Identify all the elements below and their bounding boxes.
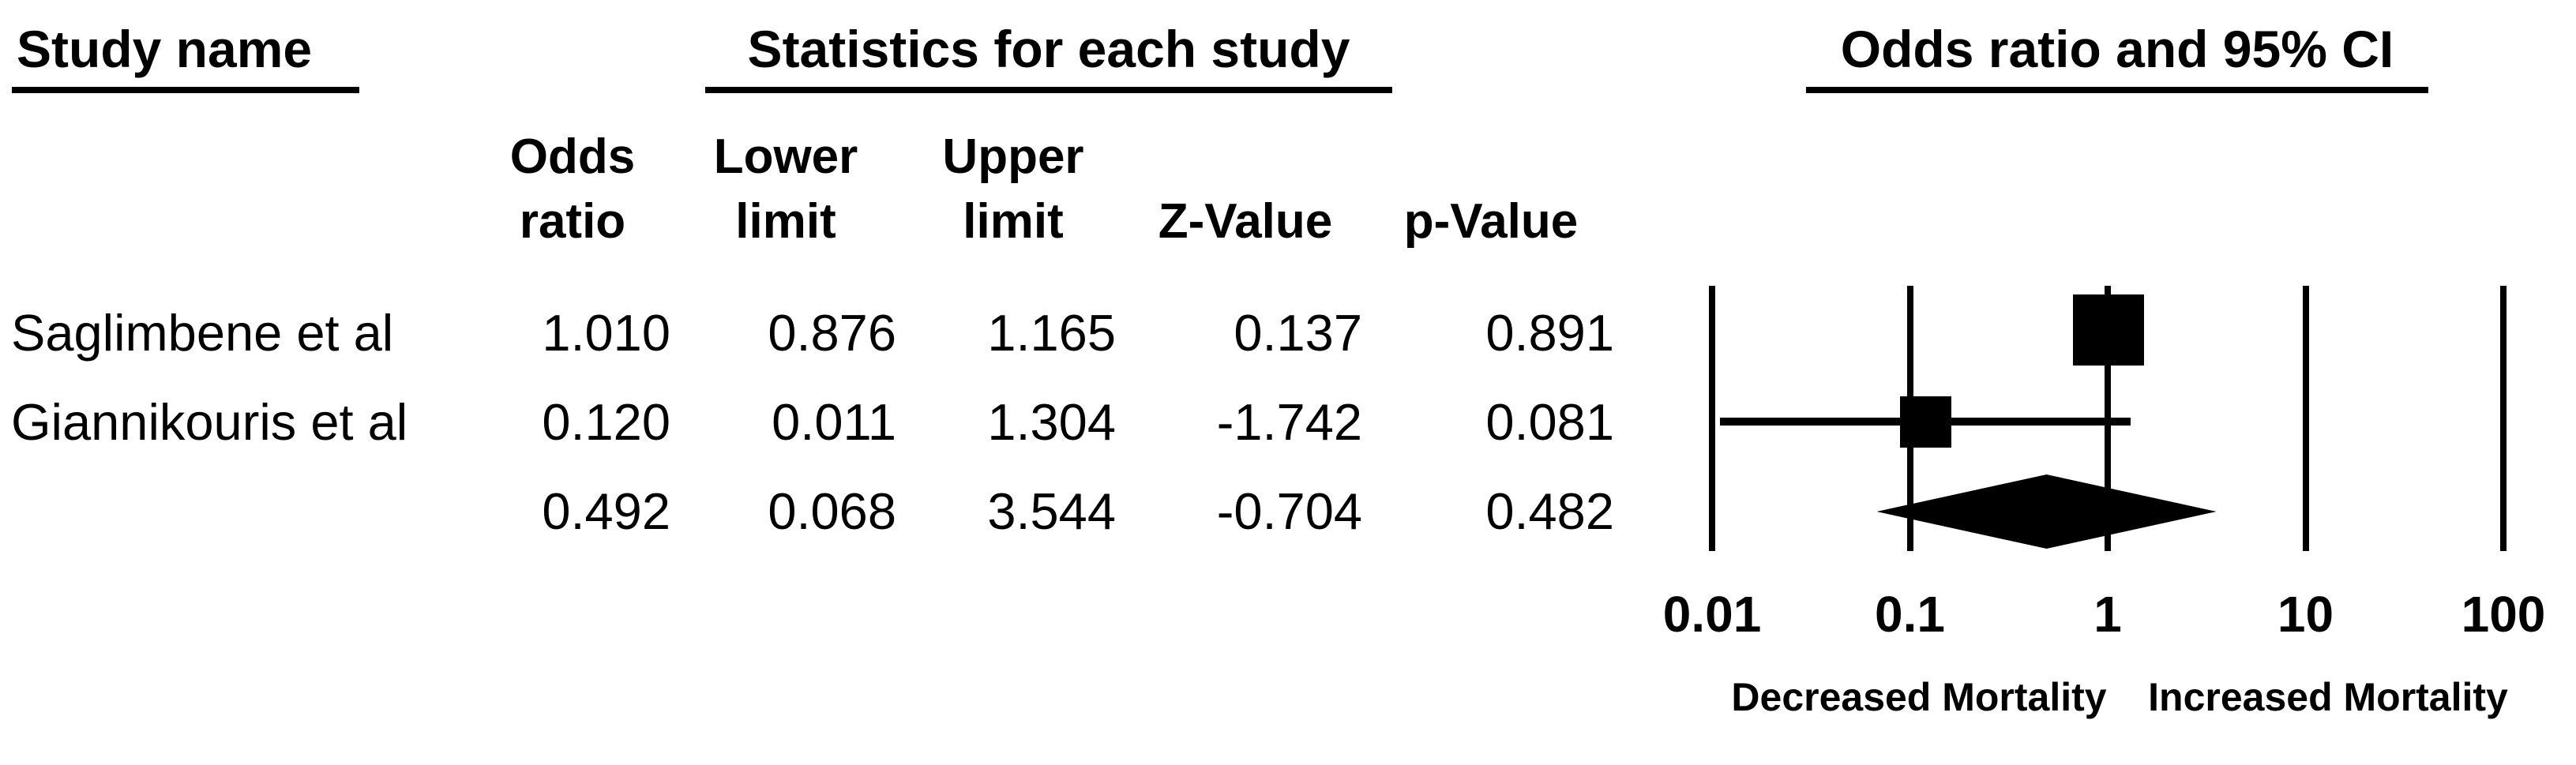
lower-limit-cell: 0.876: [768, 304, 896, 362]
axis-caption-increased-mortality: Increased Mortality: [2148, 675, 2508, 719]
study-name-cell: Saglimbene et al: [11, 304, 394, 362]
table-row: Saglimbene et al 1.010 0.876 1.165 0.137…: [0, 307, 2576, 362]
z-value-cell: -0.704: [1216, 482, 1362, 540]
odds-ratio-cell: 0.492: [542, 482, 670, 540]
axis-tick-label: 1: [2093, 586, 2122, 643]
lower-limit-cell: 0.068: [768, 482, 896, 540]
col-header-p-value: p-Value: [1403, 194, 1579, 249]
study-name-cell: Giannikouris et al: [11, 393, 408, 451]
z-value-cell: -1.742: [1216, 393, 1362, 451]
table-row-summary: 0.492 0.068 3.544 -0.704 0.482: [0, 486, 2576, 541]
axis-tick-label: 0.1: [1875, 586, 1945, 643]
study-name-header: Study name: [12, 16, 359, 93]
p-value-cell: 0.482: [1485, 482, 1614, 540]
col-header-z-value: Z-Value: [1158, 194, 1333, 249]
statistics-header: Statistics for each study: [705, 16, 1392, 93]
p-value-cell: 0.891: [1485, 304, 1614, 362]
odds-ratio-ci-header: Odds ratio and 95% CI: [1806, 16, 2428, 93]
gridline-10: [2302, 286, 2309, 551]
gridline-100: [2500, 286, 2507, 551]
col-header-lower: Lower: [713, 129, 858, 184]
axis-tick-label: 10: [2277, 586, 2334, 643]
col-header-upper-limit: limit: [963, 194, 1064, 249]
study-marker: [1899, 396, 1951, 448]
z-value-cell: 0.137: [1234, 304, 1362, 362]
axis-caption-decreased-mortality: Decreased Mortality: [1731, 675, 2107, 719]
gridline-0.01: [1709, 286, 1715, 551]
axis-tick-label: 0.01: [1662, 586, 1762, 643]
lower-limit-cell: 0.011: [772, 393, 896, 451]
col-header-odds: Odds: [509, 129, 636, 184]
axis-tick-label: 100: [2461, 586, 2546, 643]
study-marker: [2073, 294, 2145, 366]
col-header-ratio: ratio: [519, 194, 626, 249]
odds-ratio-cell: 1.010: [542, 304, 670, 362]
p-value-cell: 0.081: [1485, 393, 1614, 451]
upper-limit-cell: 3.544: [987, 482, 1116, 540]
upper-limit-cell: 1.165: [987, 304, 1116, 362]
col-header-upper: Upper: [942, 129, 1084, 184]
odds-ratio-cell: 0.120: [542, 393, 670, 451]
col-header-lower-limit: limit: [735, 194, 836, 249]
upper-limit-cell: 1.304: [987, 393, 1116, 451]
table-row: Giannikouris et al 0.120 0.011 1.304 -1.…: [0, 396, 2576, 452]
